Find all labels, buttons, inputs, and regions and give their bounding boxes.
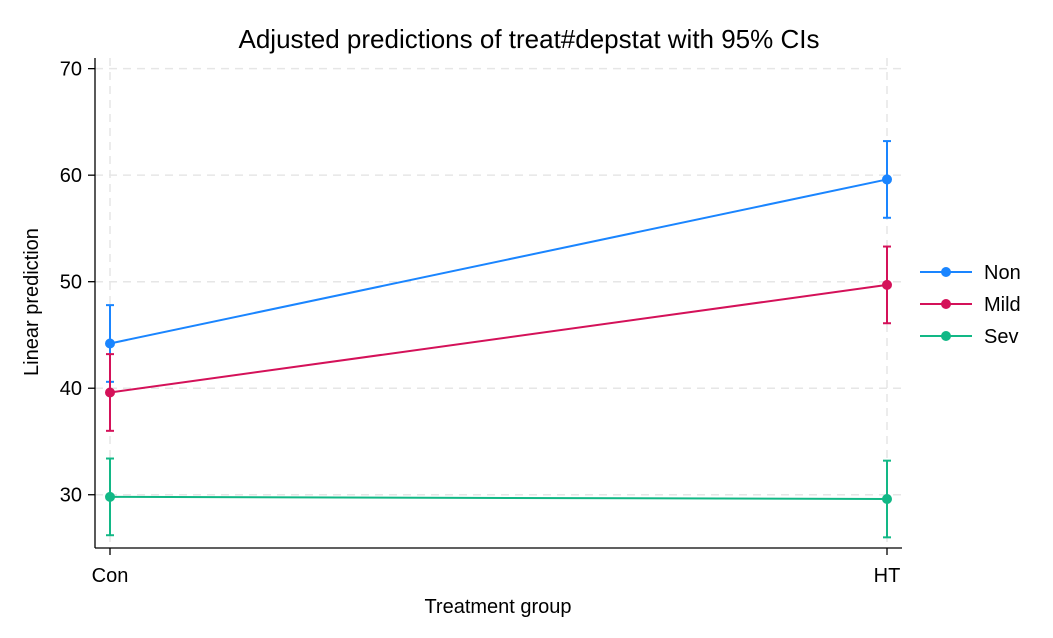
legend-marker: [941, 299, 951, 309]
data-point: [105, 338, 115, 349]
axes-layer: 30 40 50 60 70 Con HT: [60, 58, 902, 587]
series-line: [109, 495, 888, 500]
series-sev: [105, 457, 892, 539]
y-tick-label: 70: [60, 59, 82, 81]
series-mild: [105, 245, 892, 432]
data-point: [105, 387, 115, 398]
y-tick-label: 60: [60, 165, 82, 187]
data-point: [882, 279, 892, 290]
series-line: [109, 178, 888, 345]
legend-marker: [941, 331, 951, 341]
y-tick-label: 50: [60, 272, 82, 294]
y-axis-label: Linear prediction: [21, 228, 43, 376]
x-tick-label: Con: [92, 565, 129, 587]
legend-item-mild: Mild: [920, 294, 1021, 316]
legend-label: Non: [984, 262, 1021, 284]
y-tick-label: 30: [60, 485, 82, 507]
x-tick-label: HT: [874, 565, 901, 587]
data-point: [882, 494, 892, 504]
y-tick-label: 40: [60, 378, 82, 400]
legend-label: Mild: [984, 294, 1021, 316]
data-point: [105, 491, 115, 502]
grid-layer: [95, 58, 902, 548]
x-axis-label: Treatment group: [424, 596, 571, 618]
legend-item-sev: Sev: [920, 326, 1018, 348]
series-layer: [105, 140, 892, 539]
legend-item-non: Non: [920, 262, 1021, 284]
chart-title: Adjusted predictions of treat#depstat wi…: [239, 24, 820, 54]
legend-label: Sev: [984, 326, 1018, 348]
series-non: [105, 140, 892, 383]
series-line: [109, 283, 888, 394]
legend: Non Mild Sev: [920, 262, 1021, 348]
legend-marker: [941, 267, 951, 277]
data-point: [882, 174, 892, 185]
